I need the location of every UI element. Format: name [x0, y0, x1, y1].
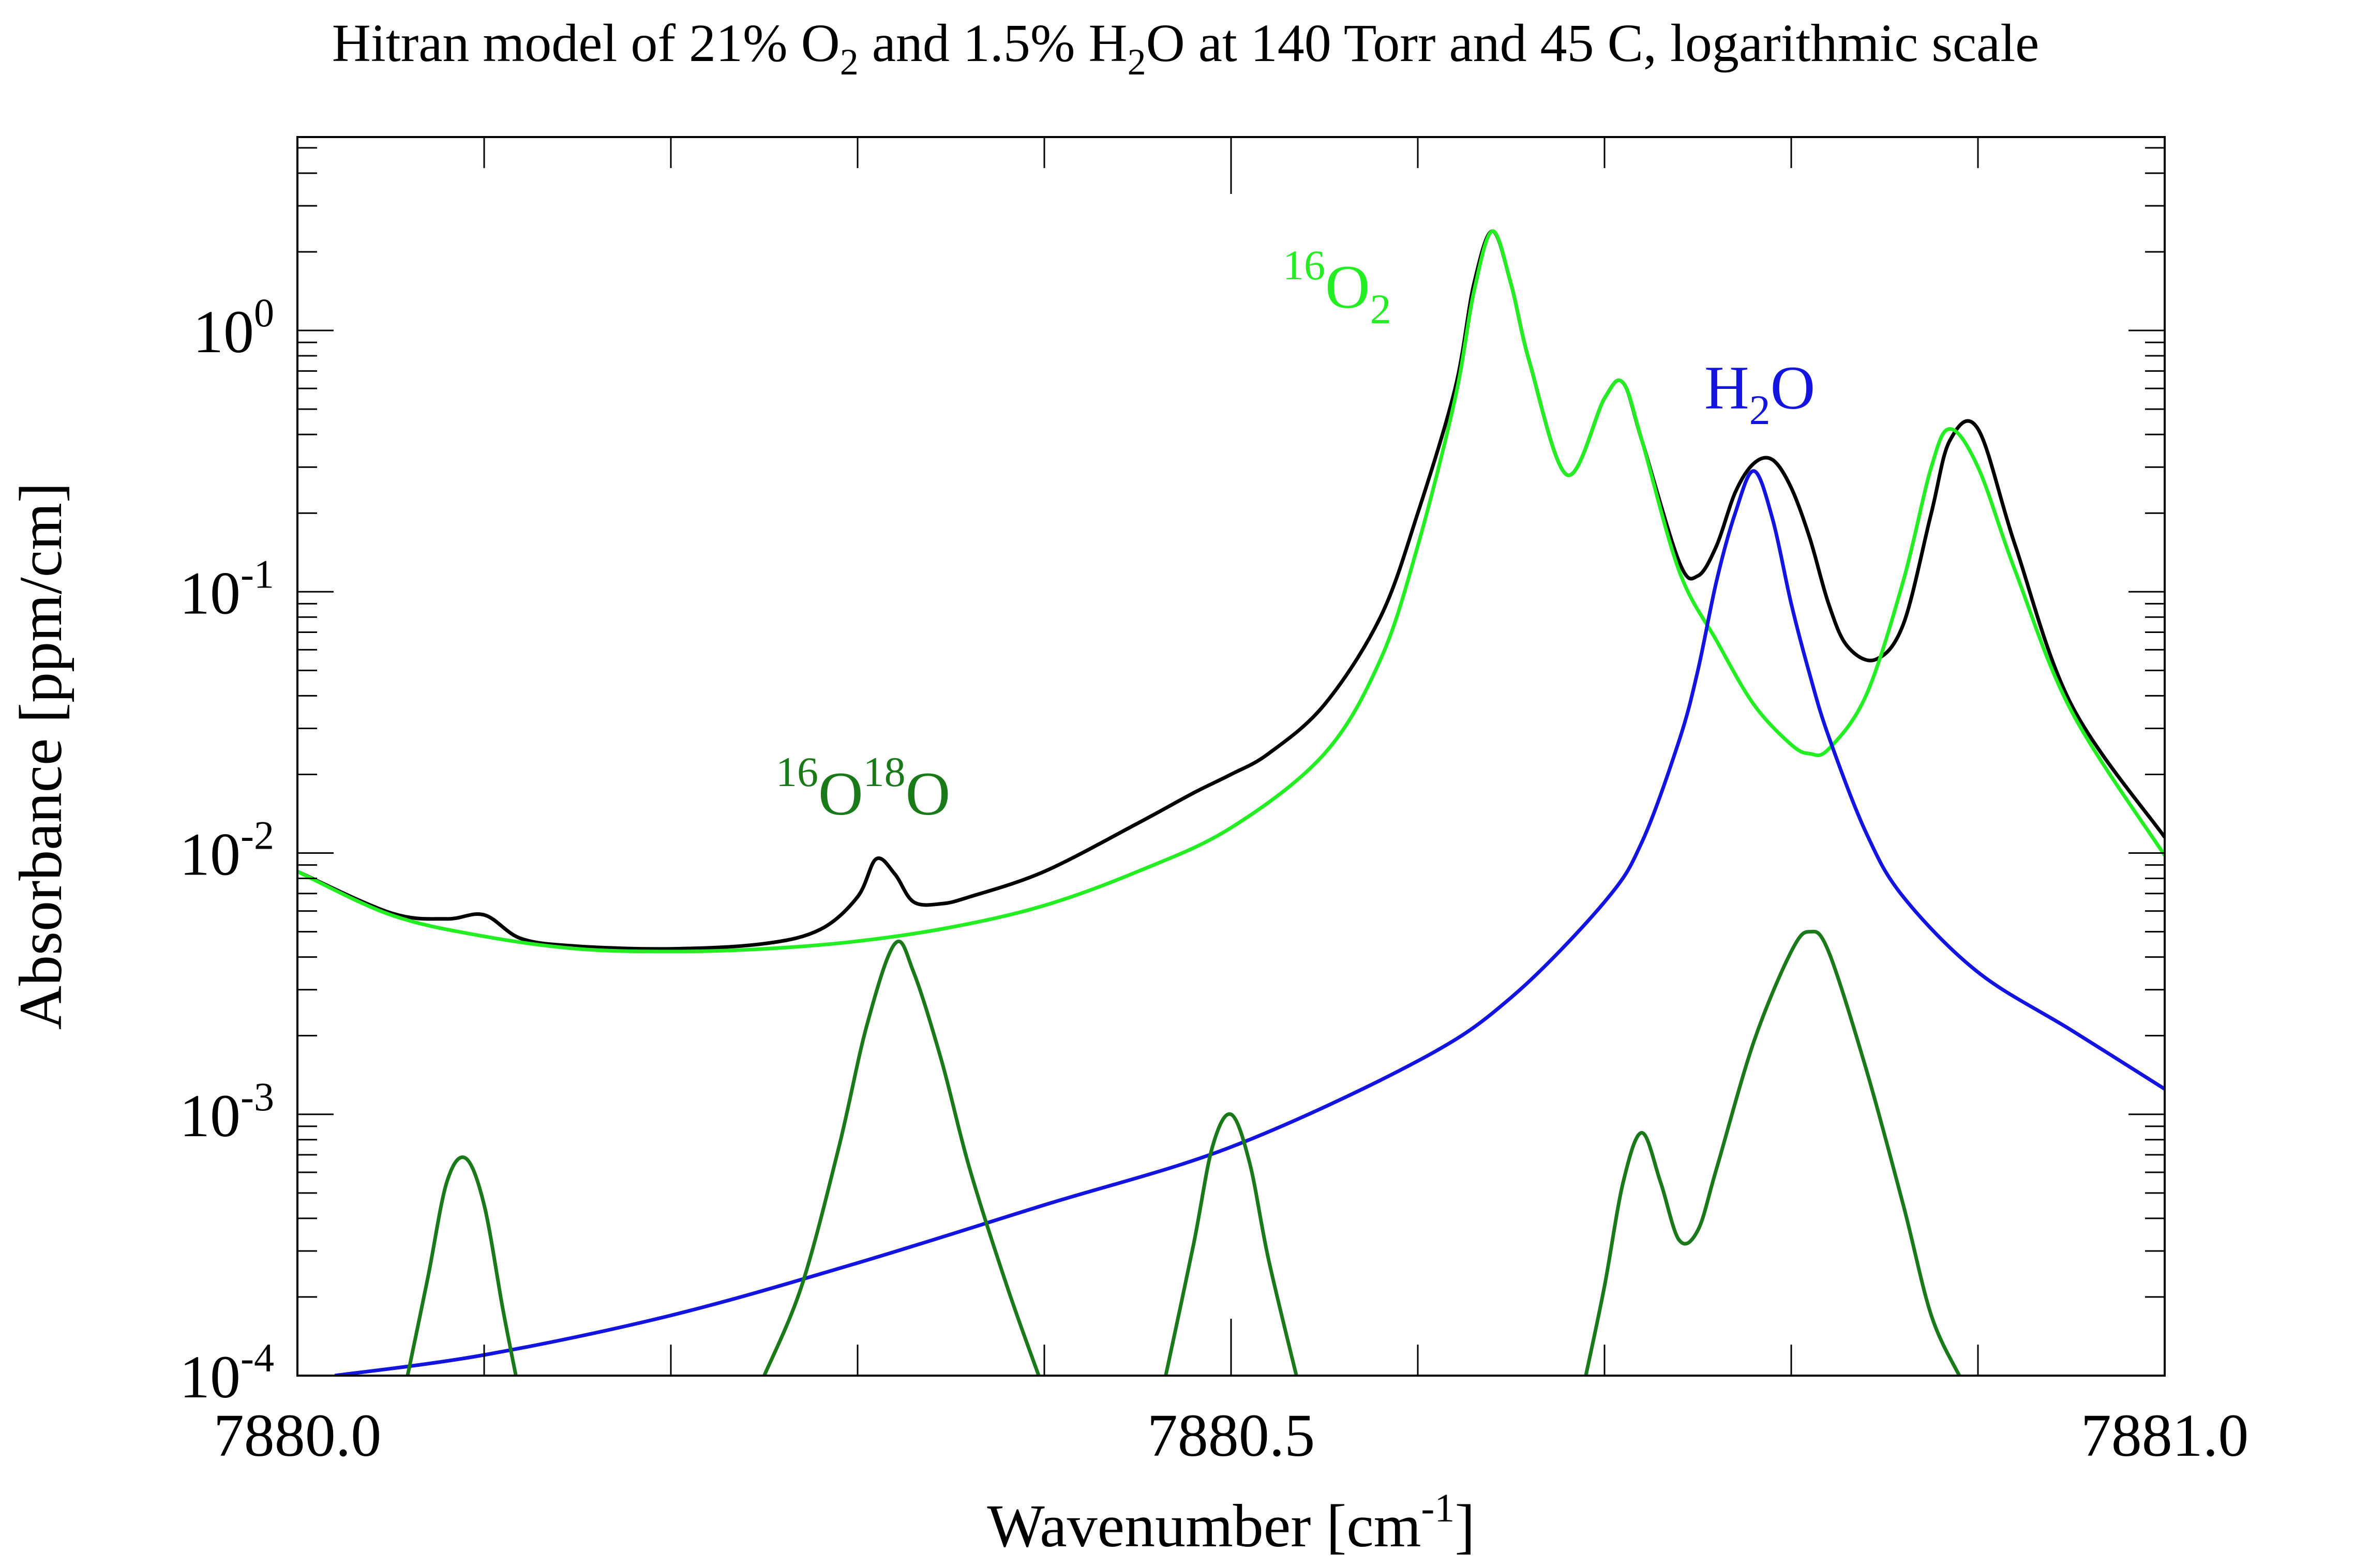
series-line-1: [297, 229, 2165, 954]
ticks-layer: [296, 137, 2166, 1377]
series-line-2: [334, 469, 2165, 1376]
x-axis-label: Wavenumber [cm-1]: [987, 1485, 1475, 1560]
y-tick-label: 10-3: [179, 1074, 274, 1150]
plot-frame: [296, 136, 2166, 1377]
x-tick-labels: 7880.0 7880.5 7881.0: [214, 1401, 2249, 1469]
annotation-16o18o: 16O18O: [776, 748, 950, 828]
y-tick-label: 100: [193, 290, 274, 366]
series-line-3: [406, 1155, 518, 1376]
chart-title: Hitran model of 21% O2 and 1.5% H2O at 1…: [332, 13, 2040, 83]
annotation-16o2: 16O2: [1283, 242, 1391, 333]
annotation-h2o: H2O: [1704, 353, 1815, 433]
x-tick-label: 7881.0: [2081, 1401, 2249, 1469]
x-tick-label: 7880.0: [214, 1401, 382, 1469]
y-tick-label: 10-1: [179, 551, 274, 627]
series-line-5: [1164, 1112, 1298, 1376]
series-line-4: [762, 939, 1041, 1376]
y-tick-label: 10-4: [179, 1335, 274, 1411]
series-line-0: [297, 229, 2165, 951]
y-tick-label: 10-2: [179, 813, 274, 888]
y-axis-label: Absorbance [ppm/cm]: [7, 483, 74, 1030]
series-line-6: [1584, 929, 1961, 1376]
series-layer: [297, 229, 2165, 1376]
x-tick-label: 7880.5: [1147, 1401, 1315, 1469]
y-tick-labels: 10-4 10-3 10-2 10-1 100: [179, 290, 274, 1411]
